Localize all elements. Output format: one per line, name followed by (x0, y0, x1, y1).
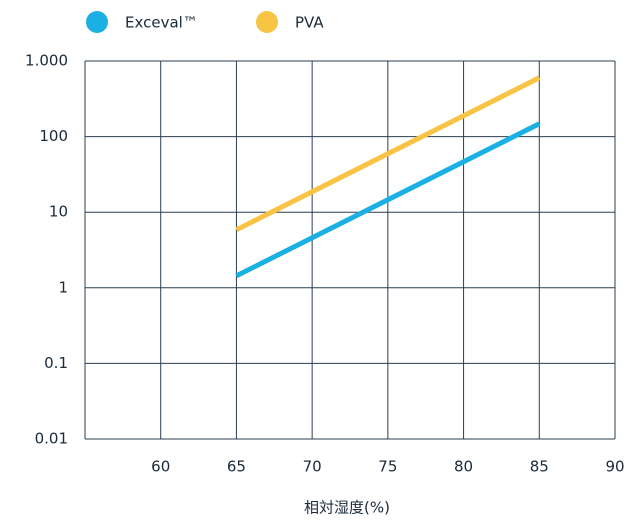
y-tick-label: 100 (39, 127, 68, 145)
legend-marker (256, 11, 278, 33)
y-tick-label: 10 (49, 203, 68, 221)
x-tick-label: 80 (454, 458, 473, 476)
x-tick-label: 65 (227, 458, 246, 476)
x-axis-label: 相対湿度(%) (304, 499, 390, 517)
series-line (235, 75, 541, 233)
x-tick-label: 75 (378, 458, 397, 476)
x-tick-label: 70 (303, 458, 322, 476)
legend-label: Exceval™ (125, 14, 198, 32)
y-tick-label: 0.01 (35, 430, 68, 448)
y-tick-label: 1.000 (25, 52, 68, 70)
legend-label: PVA (295, 14, 324, 32)
series-line (235, 121, 541, 279)
x-tick-label: 90 (605, 458, 624, 476)
legend-marker (86, 11, 108, 33)
x-tick-label: 85 (530, 458, 549, 476)
y-tick-label: 1 (58, 278, 68, 296)
x-tick-label: 60 (151, 458, 170, 476)
y-tick-label: 0.1 (44, 354, 68, 372)
